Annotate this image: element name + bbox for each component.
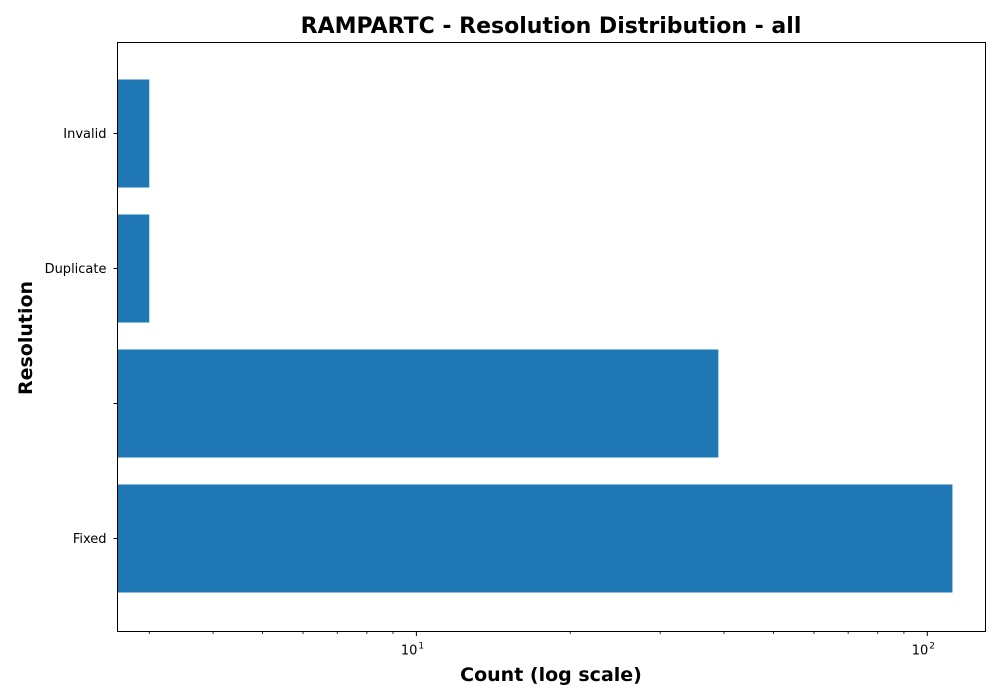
x-axis-label: Count (log scale)	[460, 664, 642, 686]
bar-3	[118, 80, 150, 188]
x-tick-base-1: 10	[912, 644, 929, 659]
bars-layer	[118, 80, 953, 593]
x-tick-exponent-0: 1	[418, 642, 424, 652]
x-tick-exponent-1: 2	[929, 642, 935, 652]
x-tick-base-0: 10	[401, 644, 418, 659]
bar-2	[118, 215, 150, 323]
chart-title: RAMPARTC - Resolution Distribution - all	[301, 14, 802, 39]
y-tick-label-0: Fixed	[73, 532, 107, 547]
y-tick-label-2: Duplicate	[45, 262, 107, 277]
y-axis-label: Resolution	[15, 281, 37, 395]
y-tick-label-3: Invalid	[63, 127, 106, 142]
x-tick-label-0: 10 1	[401, 642, 424, 659]
bar-0	[118, 485, 953, 593]
bar-1	[118, 350, 719, 458]
x-tick-label-1: 10 2	[912, 642, 935, 659]
